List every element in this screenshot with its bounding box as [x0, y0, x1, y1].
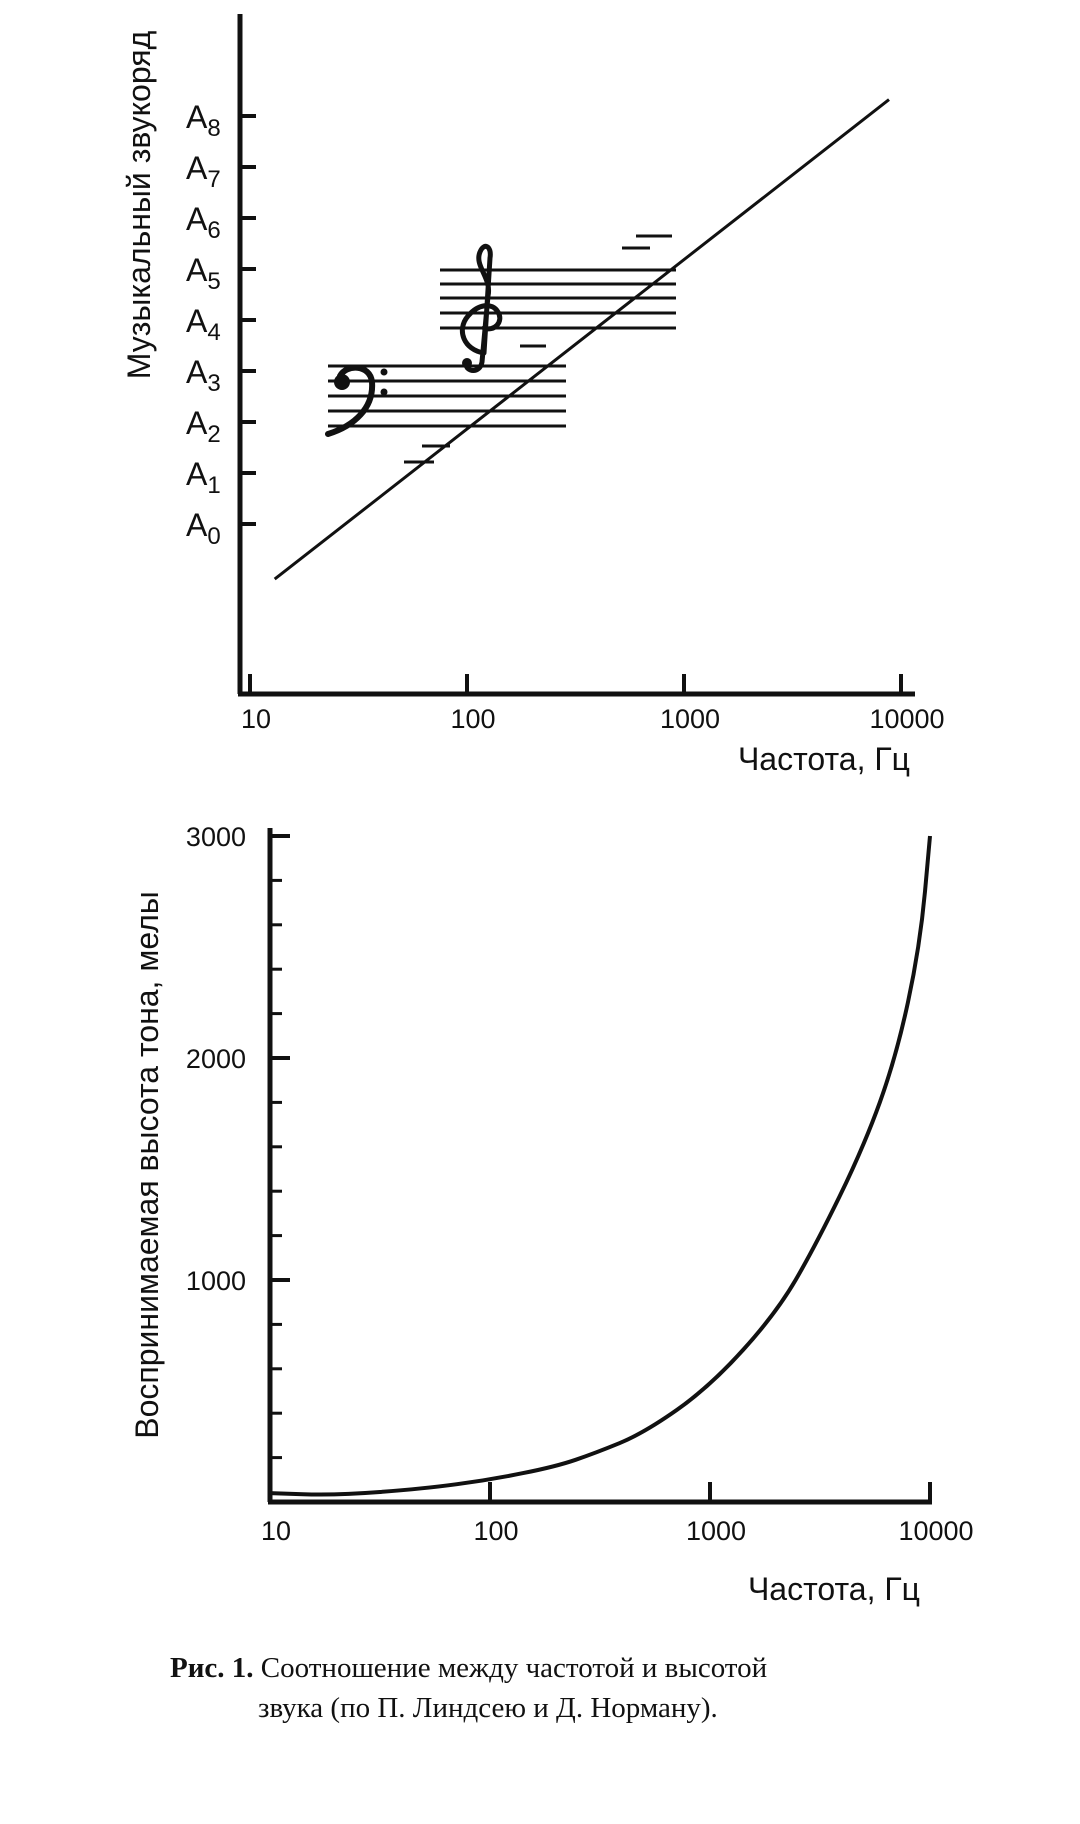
y-tick-label: 2000 — [186, 1044, 246, 1074]
x-tick-label: 100 — [450, 704, 495, 734]
x-tick-label: 1000 — [686, 1516, 746, 1546]
y-tick-label: A3 — [186, 354, 221, 397]
caption-line2: звука (по П. Линдсею и Д. Норману). — [258, 1692, 718, 1724]
y-tick-label: A6 — [186, 201, 221, 244]
series-line — [273, 98, 890, 581]
figure-caption: Рис. 1. Соотношение между частотой и выс… — [170, 1648, 1030, 1728]
x-tick-label: 100 — [473, 1516, 518, 1546]
y-axis-label: Воспринимаемая высота тона, мелы — [129, 891, 165, 1438]
y-tick-label: A1 — [186, 456, 221, 499]
chart-scale-vs-frequency: A0 A1 A2 A3 A4 A5 A6 A7 A8 10 100 1000 10000 Музыка… — [121, 14, 945, 777]
bass-clef-icon — [325, 364, 388, 437]
series-curve — [269, 835, 932, 1497]
chart-mels-vs-frequency: 1000 2000 3000 10 100 1000 10000 Воспринимаем… — [129, 822, 974, 1607]
y-tick-label: A0 — [186, 507, 221, 550]
y-tick-label: A7 — [186, 150, 221, 193]
y-tick-label: 1000 — [186, 1266, 246, 1296]
x-axis-label: Частота, Гц — [748, 1571, 920, 1607]
y-tick-label: A8 — [186, 99, 221, 142]
x-tick-label: 10 — [261, 1516, 291, 1546]
caption-lead: Рис. 1. — [170, 1652, 254, 1684]
x-tick-label: 1000 — [660, 704, 720, 734]
x-tick-label: 10 — [241, 704, 271, 734]
y-tick-label: A4 — [186, 303, 221, 346]
x-tick-label: 10000 — [898, 1516, 973, 1546]
y-tick-label: A2 — [186, 405, 221, 448]
y-axis-label: Музыкальный звукоряд — [121, 30, 157, 379]
x-axis-label: Частота, Гц — [738, 741, 910, 777]
y-tick-label: 3000 — [186, 822, 246, 852]
x-tick-label: 10000 — [869, 704, 944, 734]
treble-clef-icon — [460, 243, 503, 373]
y-tick-label: A5 — [186, 252, 221, 295]
caption-line1: Соотношение между частотой и высотой — [260, 1652, 768, 1684]
